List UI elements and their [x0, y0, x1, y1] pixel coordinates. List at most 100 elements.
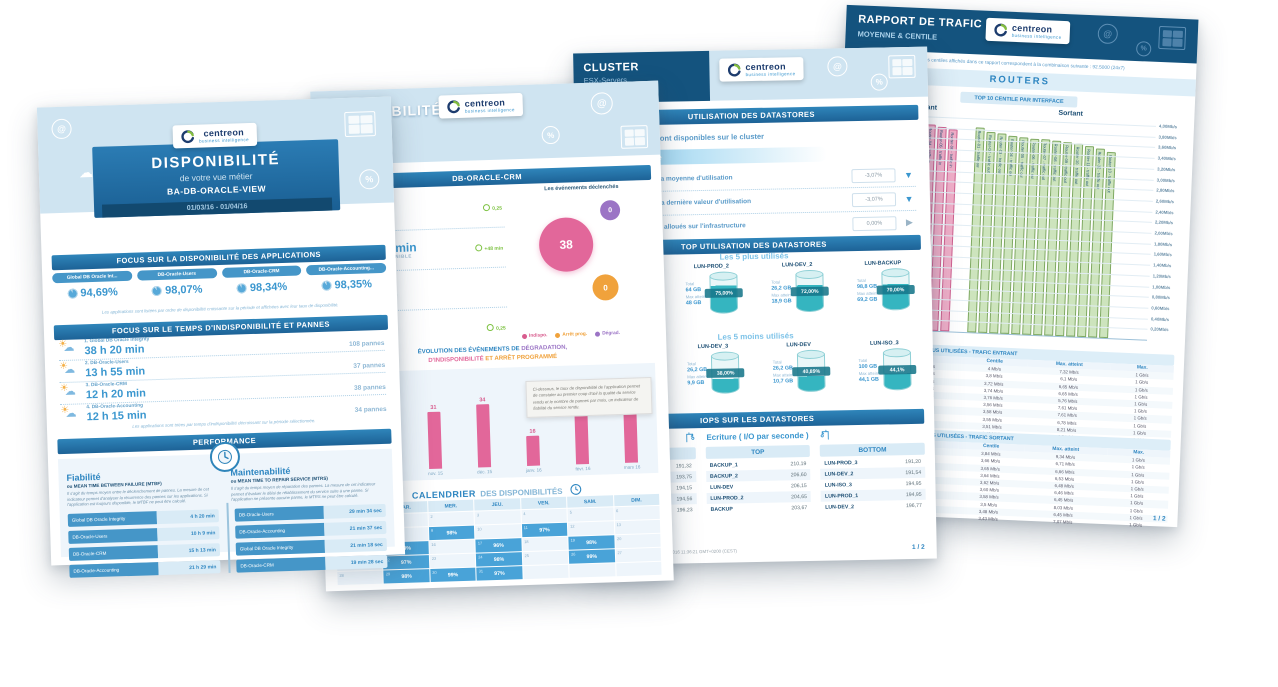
- day-availability: 99%: [447, 571, 459, 579]
- mtbf-column: Fiabilité ou MEAN TIME BETWEEN FAILURE (…: [66, 468, 221, 508]
- day-number: 5: [569, 509, 572, 515]
- utilisation-percent: 38,00%: [706, 368, 745, 378]
- datastore-cylinder-icon: 70,00%: [876, 268, 915, 311]
- mtrs-row: Global DB Oracle Integrity 21 min 18 sec: [235, 538, 387, 556]
- app-value-row: 98,34%: [222, 280, 302, 294]
- evolution-caption: Ci-dessous, le taux de disponibilité de …: [525, 377, 653, 419]
- mtrs-row: DB-Oracle-Users 29 min 34 sec: [234, 504, 386, 522]
- y-tick-label: 4,00Mb/s: [1158, 123, 1178, 130]
- day-availability: 97%: [494, 570, 505, 577]
- mtbf-row: DB-Oracle-Accounting 21 h 29 min: [69, 560, 221, 579]
- calendar-cell: 31 97%: [476, 566, 523, 581]
- iops-value: 206,15: [790, 482, 807, 489]
- calendar-cell: 17 96%: [475, 538, 522, 553]
- delta-badge: 0,00%: [852, 215, 897, 231]
- datastore-figures: Total 26,2 GB Max atteint 9,9 GB: [687, 360, 708, 386]
- mtbf-value: 21 h 29 min: [158, 560, 221, 576]
- day-number: 25: [524, 552, 530, 559]
- day-number: 16: [431, 541, 436, 548]
- utilisation-percent: 40,89%: [792, 366, 831, 377]
- centreon-logo: centreon business intelligence: [719, 57, 804, 82]
- delta-badge: -3,07%: [851, 191, 897, 207]
- y-tick-label: 3,40Mb/s: [1157, 155, 1176, 162]
- delta-badge: -3,07%: [851, 167, 896, 183]
- app-name: DB-Oracle-Users: [234, 506, 324, 522]
- datastore-figures: Total 26,2 GB Max atteint 18,9 GB: [771, 279, 792, 304]
- total-label: Total: [856, 277, 866, 283]
- day-header: VEN.: [520, 496, 567, 510]
- table-head: BOTTOM: [820, 442, 925, 457]
- stat-trend-badge: [464, 287, 506, 288]
- max-label: Max atteint: [685, 293, 707, 299]
- mtbf-row: Global DB Oracle Integrity 4 h 20 min: [67, 509, 220, 528]
- datastore-card: LUN-PROD_2 Total 64 GB Max atteint 48 GB…: [671, 263, 753, 315]
- title-block: centreon business intelligence DISPONIBIL…: [92, 120, 341, 218]
- cloud-icon: ☁: [63, 363, 76, 376]
- day-number: 12: [570, 523, 575, 529]
- report-title-box: DISPONIBILITÉ de votre vue métier BA-DB-…: [92, 139, 341, 218]
- centreon-logo-icon: [447, 99, 460, 113]
- iops-value: 210,19: [790, 460, 807, 467]
- iops-value: 191,32: [675, 462, 692, 470]
- legend-label: Arrêt prog.: [562, 332, 588, 338]
- day-number: 6: [616, 508, 619, 514]
- availability-value: 98,07%: [164, 283, 203, 297]
- mtrs-rows: DB-Oracle-Users 29 min 34 sec DB-Oracle-…: [234, 504, 388, 577]
- logo-text: centreon business intelligence: [465, 97, 515, 113]
- datastore-name: LUN-DEV_2: [781, 261, 813, 269]
- failures-count: 38 pannes: [353, 383, 386, 392]
- mtbf-rows: Global DB Oracle Integrity 4 h 20 min DB…: [67, 509, 221, 582]
- app-name: Global DB Oracle Integrity: [67, 511, 158, 528]
- centreon-logo-icon: [181, 129, 195, 143]
- iops-value: 206,60: [790, 471, 807, 478]
- iops-value: 193,75: [676, 473, 692, 481]
- interface-label: Router-03 - traffic out: [997, 136, 1004, 175]
- max-value: 48 GB: [685, 299, 702, 306]
- calendar-heading: CALENDRIER DES DISPONIBILITÉS: [323, 477, 671, 506]
- iops-value: 203,67: [791, 504, 808, 511]
- app-card: DB-Oracle-Accounting... 98,35%: [306, 262, 387, 292]
- mtrs-value: 21 min 18 sec: [324, 538, 387, 553]
- utilisation-percent: 44,1%: [878, 364, 917, 375]
- y-tick-label: 2,40Mb/s: [1155, 209, 1174, 215]
- datastore-name: LUN-PROD_1: [824, 492, 859, 500]
- bar-value: 16: [529, 428, 536, 435]
- interface-label: Router-13 - traffic out: [1106, 154, 1114, 193]
- datastore-name: BACKUP_2: [709, 472, 738, 480]
- datastore-cylinder-icon: 72,00%: [790, 269, 829, 313]
- calendar-cell: 19 98%: [568, 535, 615, 550]
- datastore-cylinder-icon: 40,89%: [792, 349, 831, 393]
- day-availability: 97%: [539, 526, 550, 534]
- app-name: DB-Oracle-CRM: [236, 556, 326, 573]
- cloud-icon: ☁: [65, 407, 77, 420]
- iops-table-bottom-2: BOTTOM LUN-PROD_3 191,20 LUN-DEV_2 191,54 LU…: [820, 442, 926, 513]
- trend-arrow-icon: [902, 193, 916, 203]
- availability-pie-icon: [152, 285, 163, 297]
- y-tick-label: 0,60Mb/s: [1151, 305, 1170, 312]
- report-period: 01/03/16 - 01/04/16: [101, 197, 333, 218]
- y-tick-label: 2,60Mb/s: [1155, 198, 1175, 205]
- max-label: Max atteint: [858, 370, 880, 376]
- failures-count: 34 pannes: [354, 405, 387, 414]
- app-value-row: 98,07%: [137, 283, 217, 297]
- day-number: 30: [432, 569, 437, 575]
- interface-label: Router-05 - traffic out: [1019, 139, 1026, 178]
- bar-category: nov. 15: [428, 470, 443, 477]
- iops-value: 191,20: [905, 458, 922, 465]
- day-number: 11: [523, 524, 528, 531]
- y-tick-label: 3,00Mb/s: [1156, 176, 1175, 183]
- availability-pie-icon: [321, 280, 332, 291]
- y-tick-label: 0,40Mb/s: [1150, 315, 1170, 322]
- app-card: Global DB Oracle Int... 94,69%: [52, 270, 133, 300]
- datastore-name: LUN-PROD_3: [824, 459, 858, 467]
- calendar-cell: 12: [568, 521, 614, 536]
- mtbf-value: 10 h 9 min: [157, 526, 220, 542]
- y-tick-label: 1,60Mb/s: [1153, 251, 1172, 258]
- day-number: 2: [430, 513, 433, 520]
- monitor-icon: [620, 125, 649, 149]
- availability-pie-icon: [236, 283, 248, 294]
- iops-value: 204,65: [791, 493, 808, 500]
- day-availability: 98%: [493, 556, 505, 563]
- logo-tagline: business intelligence: [198, 137, 250, 144]
- failures-count: 108 pannes: [348, 339, 385, 348]
